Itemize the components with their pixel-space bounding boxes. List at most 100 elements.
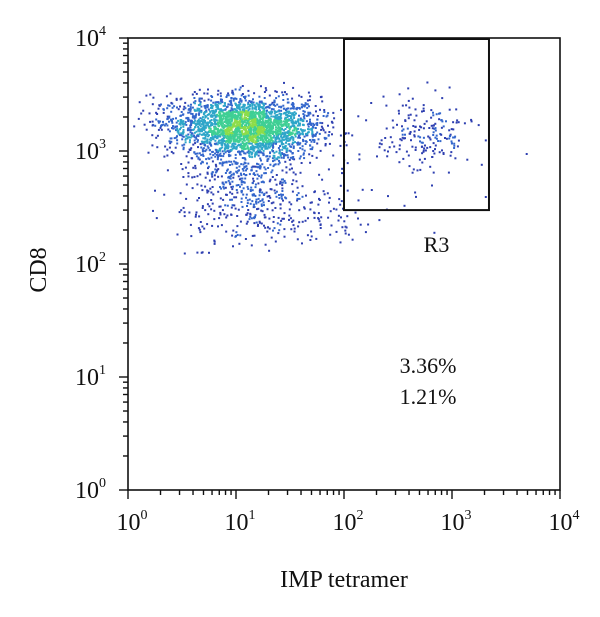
scatter-point: [413, 135, 416, 138]
scatter-point: [429, 146, 432, 149]
scatter-point: [219, 109, 222, 112]
scatter-point: [420, 141, 423, 144]
scatter-point: [290, 117, 292, 119]
scatter-point: [313, 216, 316, 219]
scatter-point: [241, 141, 244, 144]
scatter-point: [270, 125, 273, 128]
scatter-point: [284, 147, 287, 150]
scatter-point: [455, 121, 458, 124]
scatter-point: [299, 142, 302, 145]
scatter-point: [310, 140, 313, 143]
scatter-point: [302, 104, 305, 107]
scatter-point: [247, 101, 250, 104]
scatter-point: [268, 128, 271, 131]
scatter-point: [309, 112, 312, 115]
scatter-point: [257, 163, 260, 166]
scatter-point: [196, 251, 199, 254]
scatter-point: [320, 128, 323, 131]
scatter-point: [220, 100, 223, 103]
scatter-point: [246, 167, 249, 170]
scatter-point: [289, 112, 292, 115]
scatter-point: [240, 120, 243, 123]
scatter-point: [236, 121, 239, 124]
scatter-point: [238, 127, 241, 130]
scatter-point: [440, 119, 443, 122]
scatter-point: [238, 165, 241, 168]
scatter-point: [175, 117, 177, 120]
scatter-point: [239, 185, 241, 188]
scatter-point: [226, 169, 228, 172]
scatter-point: [434, 89, 437, 92]
scatter-point: [168, 115, 171, 118]
scatter-point: [205, 122, 208, 125]
scatter-point: [258, 122, 261, 125]
scatter-point: [201, 161, 204, 164]
scatter-point: [240, 174, 243, 177]
scatter-point: [200, 251, 203, 254]
scatter-point: [258, 220, 261, 223]
scatter-point: [257, 144, 260, 147]
scatter-point: [204, 135, 207, 138]
scatter-point: [274, 192, 277, 195]
scatter-point: [248, 141, 251, 144]
scatter-point: [447, 171, 450, 174]
scatter-point: [383, 149, 386, 152]
scatter-point: [248, 198, 251, 201]
scatter-point: [432, 134, 435, 136]
scatter-point: [244, 238, 247, 240]
scatter-point: [176, 106, 178, 109]
scatter-point: [398, 161, 401, 164]
scatter-point: [266, 115, 269, 118]
scatter-point: [196, 183, 199, 186]
scatter-point: [162, 120, 164, 123]
scatter-point: [213, 242, 216, 245]
scatter-point: [260, 204, 263, 207]
scatter-point: [204, 134, 207, 136]
scatter-point: [252, 203, 255, 206]
scatter-point: [170, 118, 172, 121]
scatter-point: [296, 238, 299, 241]
scatter-point: [239, 143, 242, 146]
scatter-point: [204, 150, 207, 153]
scatter-point: [267, 140, 270, 143]
scatter-point: [222, 155, 225, 158]
scatter-point: [292, 86, 295, 89]
scatter-point: [301, 123, 304, 126]
scatter-point: [267, 157, 270, 160]
scatter-point: [156, 146, 159, 149]
scatter-point: [264, 226, 267, 229]
scatter-point: [235, 196, 238, 199]
scatter-point: [224, 204, 227, 207]
scatter-point: [234, 131, 237, 134]
scatter-point: [269, 152, 271, 155]
scatter-point: [278, 149, 281, 151]
scatter-point: [302, 110, 305, 113]
scatter-point: [261, 146, 264, 149]
scatter-point: [254, 153, 257, 156]
scatter-point: [200, 109, 203, 112]
scatter-point: [229, 124, 232, 127]
scatter-point: [238, 137, 241, 139]
scatter-point: [224, 108, 227, 111]
scatter-point: [208, 141, 211, 144]
scatter-point: [463, 122, 466, 125]
scatter-point: [188, 111, 191, 114]
scatter-point: [268, 142, 271, 145]
scatter-point: [216, 93, 219, 96]
scatter-point: [378, 142, 381, 145]
scatter-point: [277, 126, 280, 129]
scatter-point: [235, 114, 238, 117]
scatter-point: [283, 123, 285, 126]
scatter-point: [256, 166, 259, 169]
scatter-point: [176, 128, 179, 131]
scatter-point: [197, 146, 199, 149]
scatter-point: [277, 110, 280, 113]
scatter-point: [171, 120, 173, 123]
scatter-point: [268, 249, 271, 252]
scatter-point: [206, 162, 208, 165]
scatter-point: [189, 223, 192, 226]
scatter-point: [266, 127, 268, 130]
scatter-point: [282, 138, 285, 141]
scatter-point: [304, 143, 307, 145]
scatter-point: [181, 135, 184, 138]
